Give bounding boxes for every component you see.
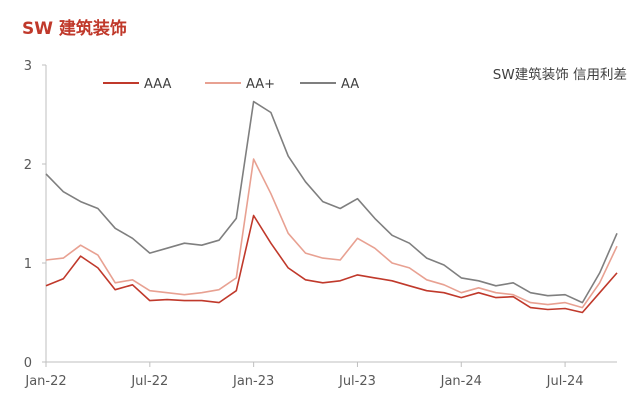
chart-annotation: SW建筑装饰 信用利差 (493, 67, 627, 83)
legend: AAA AA+ AA (103, 77, 359, 92)
y-tick-label: 2 (24, 158, 32, 173)
y-tick-label: 1 (24, 257, 32, 272)
x-tick-label: Jan-24 (440, 374, 482, 389)
x-tick-label: Jul-23 (338, 374, 376, 389)
series-line-aaa (45, 214, 618, 314)
x-tick-label: Jan-23 (232, 374, 274, 389)
x-tick-label: Jan-22 (24, 374, 66, 389)
axes: 0 1 2 3 Jan-22 Jul-22 Jan-23 Jul-23 Jan-24 Jul-24 (24, 59, 617, 389)
x-tick-label: Jul-24 (546, 374, 584, 389)
x-tick-label: Jul-22 (130, 374, 168, 389)
y-tick-label: 3 (24, 59, 32, 74)
series-line-aa (45, 100, 618, 304)
series-line-aaplus (45, 158, 618, 309)
chart-title: SW 建筑装饰 (22, 19, 127, 39)
legend-label: AA (341, 77, 359, 92)
legend-label: AA+ (246, 77, 275, 92)
series-lines (45, 100, 618, 314)
y-tick-label: 0 (24, 356, 32, 371)
legend-label: AAA (144, 77, 172, 92)
